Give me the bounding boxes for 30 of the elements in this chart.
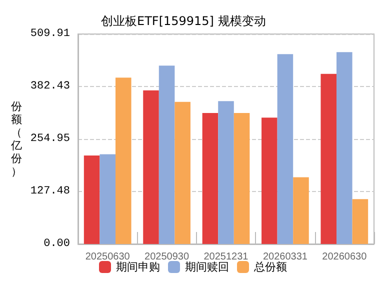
bar [320, 74, 337, 244]
x-tick-label: 20251231 [204, 252, 249, 262]
chart-title: 创业板ETF[159915] 规模变动 [101, 14, 266, 28]
bar [352, 199, 368, 244]
x-tick-label: 20260630 [322, 252, 368, 262]
legend-label: 期间赎回 [185, 260, 229, 274]
bar [100, 154, 116, 244]
x-tick-label: 20250930 [144, 252, 190, 262]
bar [143, 90, 159, 244]
x-tick-label: 20250630 [85, 252, 130, 262]
bar [277, 54, 294, 244]
bar [336, 52, 352, 244]
bar [293, 177, 309, 244]
bar [218, 101, 234, 244]
bar [158, 66, 175, 244]
y-tick-label: 382.43 [30, 80, 70, 92]
x-tick-label: 20260331 [262, 252, 308, 262]
bar [84, 155, 100, 244]
bar [262, 118, 278, 244]
y-tick-label: 127.48 [30, 186, 70, 198]
bar [174, 102, 190, 244]
bar [234, 113, 250, 244]
y-tick-label: 0.00 [44, 238, 70, 250]
y-axis-title: 份额（亿份） [10, 100, 22, 178]
bar [202, 113, 218, 244]
bar [115, 78, 132, 244]
legend-label: 总份额 [253, 260, 287, 274]
legend-label: 期间申购 [116, 260, 160, 274]
y-tick-label: 254.95 [30, 133, 70, 145]
y-tick-label: 509.91 [30, 28, 70, 40]
